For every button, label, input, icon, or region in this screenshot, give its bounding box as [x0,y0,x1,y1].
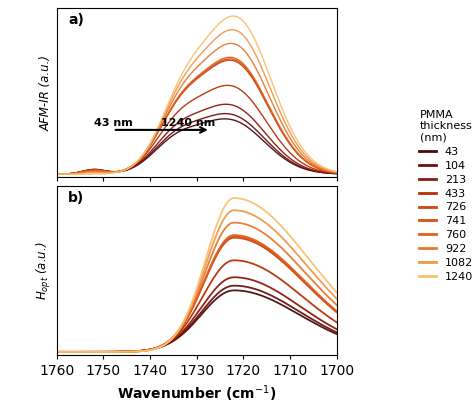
Text: 43 nm: 43 nm [94,118,133,129]
Text: 1240 nm: 1240 nm [161,118,215,129]
Legend: 43, 104, 213, 433, 726, 741, 760, 922, 1082, 1240: 43, 104, 213, 433, 726, 741, 760, 922, 1… [419,110,473,282]
Text: b): b) [68,191,84,205]
Y-axis label: AFM-IR (a.u.): AFM-IR (a.u.) [40,55,53,131]
X-axis label: Wavenumber (cm$^{-1}$): Wavenumber (cm$^{-1}$) [117,384,276,404]
Y-axis label: $H_{opt}$ (a.u.): $H_{opt}$ (a.u.) [35,241,53,299]
Text: a): a) [68,13,84,27]
